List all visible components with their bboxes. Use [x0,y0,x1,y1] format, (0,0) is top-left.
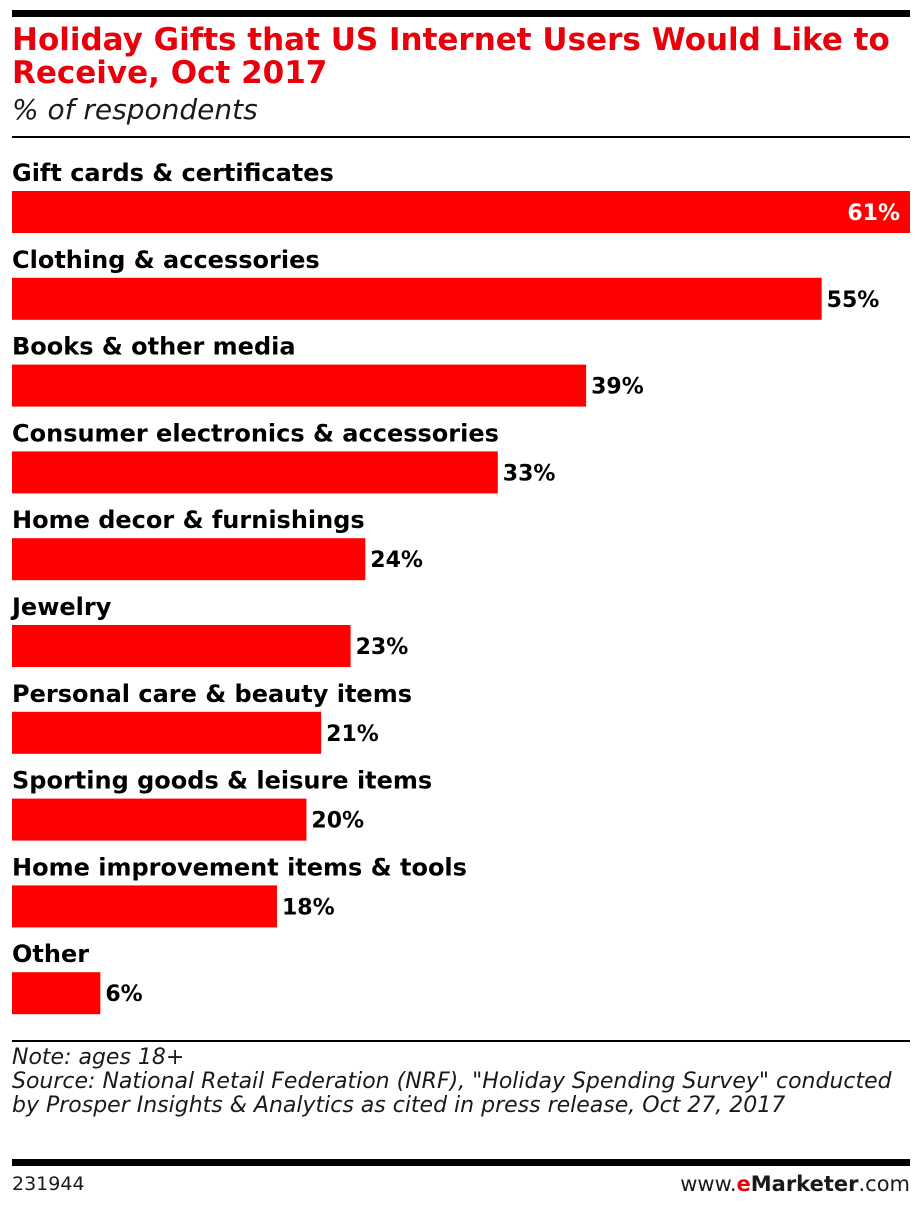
value-label: 20% [311,809,364,834]
value-label: 6% [105,982,142,1007]
top-rule [12,10,910,17]
bar [12,972,101,1015]
value-label: 33% [503,461,556,486]
value-label: 21% [326,722,379,747]
value-label: 18% [282,895,335,920]
value-label: 23% [356,635,409,660]
category-label: Books & other media [12,333,296,361]
category-label: Jewelry [10,593,112,621]
chart-title: Holiday Gifts that US Internet Users Wou… [12,22,890,91]
bar [12,277,822,320]
category-label: Personal care & beauty items [12,680,412,708]
footer-divider [12,1040,910,1042]
category-label: Home decor & furnishings [12,506,365,534]
note-text: Note: ages 18+ [12,1045,185,1070]
value-label: 61% [847,201,900,226]
category-label: Other [12,940,89,968]
category-label: Home improvement items & tools [12,853,467,881]
bar [12,625,351,667]
bar [12,364,587,407]
chart-id: 231944 [12,1173,85,1195]
category-label: Clothing & accessories [12,246,320,274]
source-text: Source: National Retail Federation (NRF)… [12,1069,892,1118]
bar [12,798,307,841]
category-label: Consumer electronics & accessories [12,419,499,447]
value-label: 39% [591,375,644,400]
brand-prefix: www. [680,1172,737,1196]
value-label: 24% [370,548,423,573]
value-label: 55% [827,288,880,313]
header-divider [12,136,910,138]
bar [12,885,277,928]
category-label: Gift cards & certificates [12,159,334,187]
chart-notes: Note: ages 18+ Source: National Retail F… [12,1046,912,1118]
brand-link[interactable]: www.eMarketer.com [680,1172,910,1196]
bar [12,451,498,494]
bar [12,711,322,754]
category-label: Sporting goods & leisure items [12,767,432,795]
brand-e: e [736,1172,751,1196]
bar [12,538,366,581]
brand-suffix: .com [858,1172,910,1196]
bar [12,191,910,233]
chart-subtitle: % of respondents [12,93,258,126]
bottom-rule [12,1159,910,1166]
brand-name: Marketer [750,1172,859,1196]
